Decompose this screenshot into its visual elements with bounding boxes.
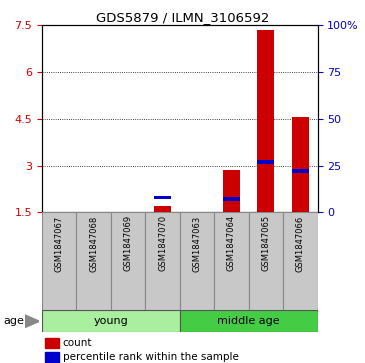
Text: GSM1847065: GSM1847065 <box>261 215 270 272</box>
Text: young: young <box>93 316 128 326</box>
Bar <box>292 170 309 173</box>
Text: middle age: middle age <box>217 316 280 326</box>
Bar <box>42 310 180 332</box>
Bar <box>45 338 58 348</box>
Text: GSM1847064: GSM1847064 <box>227 215 236 272</box>
Text: GDS5879 / ILMN_3106592: GDS5879 / ILMN_3106592 <box>96 11 269 24</box>
Bar <box>42 212 76 310</box>
Bar <box>214 212 249 310</box>
Text: GSM1847070: GSM1847070 <box>158 215 167 272</box>
Text: age: age <box>4 316 24 326</box>
Bar <box>257 160 274 164</box>
Text: GSM1847063: GSM1847063 <box>192 215 201 272</box>
Bar <box>283 212 318 310</box>
Bar <box>180 310 318 332</box>
Bar <box>292 117 309 212</box>
Text: percentile rank within the sample: percentile rank within the sample <box>63 352 238 362</box>
Text: GSM1847068: GSM1847068 <box>89 215 98 272</box>
Bar <box>180 212 214 310</box>
Text: count: count <box>63 338 92 348</box>
Bar <box>76 212 111 310</box>
Text: GSM1847066: GSM1847066 <box>296 215 305 272</box>
Bar <box>145 212 180 310</box>
Bar <box>223 170 240 212</box>
Bar <box>154 205 171 212</box>
Bar <box>45 352 58 362</box>
Bar <box>249 212 283 310</box>
Polygon shape <box>25 315 39 327</box>
Bar <box>223 197 240 201</box>
Text: GSM1847067: GSM1847067 <box>55 215 64 272</box>
Bar <box>111 212 145 310</box>
Bar <box>154 196 171 199</box>
Bar <box>257 30 274 212</box>
Text: GSM1847069: GSM1847069 <box>124 215 132 272</box>
